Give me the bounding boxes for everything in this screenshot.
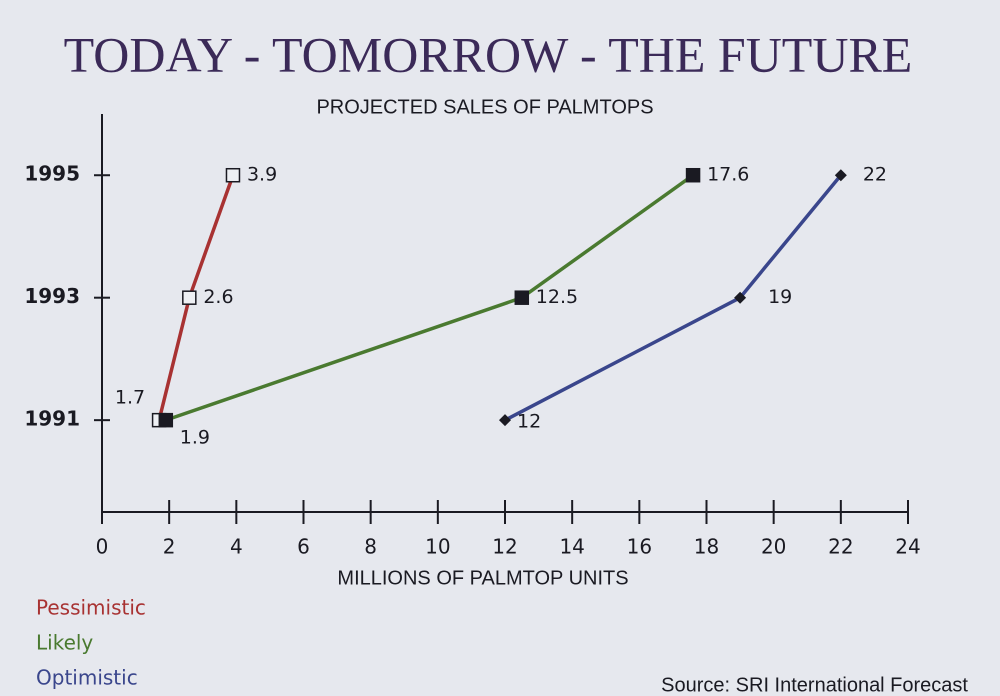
- x-axis-label: MILLIONS OF PALMTOP UNITS: [337, 567, 628, 589]
- legend-entry: Optimistic: [36, 666, 138, 690]
- data-label: 19: [768, 286, 792, 308]
- x-tick-label: 20: [761, 535, 786, 559]
- data-label: 12: [517, 411, 541, 433]
- series-line: [165, 173, 695, 422]
- x-tick-label: 2: [163, 535, 176, 559]
- data-label: 3.9: [247, 164, 277, 186]
- point-marker: [499, 414, 511, 427]
- data-label: 1.7: [115, 387, 145, 409]
- x-tick-label: 6: [297, 535, 310, 559]
- legend-entry: Likely: [36, 631, 93, 655]
- x-tick-label: 4: [230, 535, 243, 559]
- legend-entry: Pessimistic: [36, 596, 146, 620]
- source-note: Source: SRI International Forecast: [661, 674, 968, 696]
- y-tick-label: 1991: [24, 407, 80, 431]
- point-marker: [685, 167, 701, 183]
- data-label: 2.6: [203, 286, 233, 308]
- data-label: 22: [863, 164, 887, 186]
- x-tick-label: 0: [96, 535, 109, 559]
- data-label: 1.9: [180, 427, 210, 449]
- point-marker: [834, 169, 847, 182]
- chart-title: TODAY - TOMORROW - THE FUTURE: [64, 26, 913, 82]
- x-tick-label: 16: [627, 535, 652, 559]
- y-tick-label: 1995: [24, 162, 80, 186]
- point-marker: [225, 167, 241, 183]
- chart-subtitle: PROJECTED SALES OF PALMTOPS: [316, 96, 653, 118]
- point-marker: [158, 412, 174, 428]
- x-tick-label: 22: [828, 535, 853, 559]
- x-tick-label: 18: [694, 535, 719, 559]
- x-tick-label: 8: [364, 535, 377, 559]
- point-marker: [734, 291, 747, 304]
- x-tick-label: 10: [425, 535, 450, 559]
- y-tick-label: 1993: [24, 284, 80, 308]
- x-tick-label: 14: [559, 535, 584, 559]
- x-tick-label: 12: [492, 535, 517, 559]
- data-label: 17.6: [707, 164, 749, 186]
- point-marker: [514, 290, 530, 305]
- point-marker: [182, 290, 197, 305]
- x-tick-label: 24: [895, 535, 920, 559]
- data-label: 12.5: [536, 286, 578, 308]
